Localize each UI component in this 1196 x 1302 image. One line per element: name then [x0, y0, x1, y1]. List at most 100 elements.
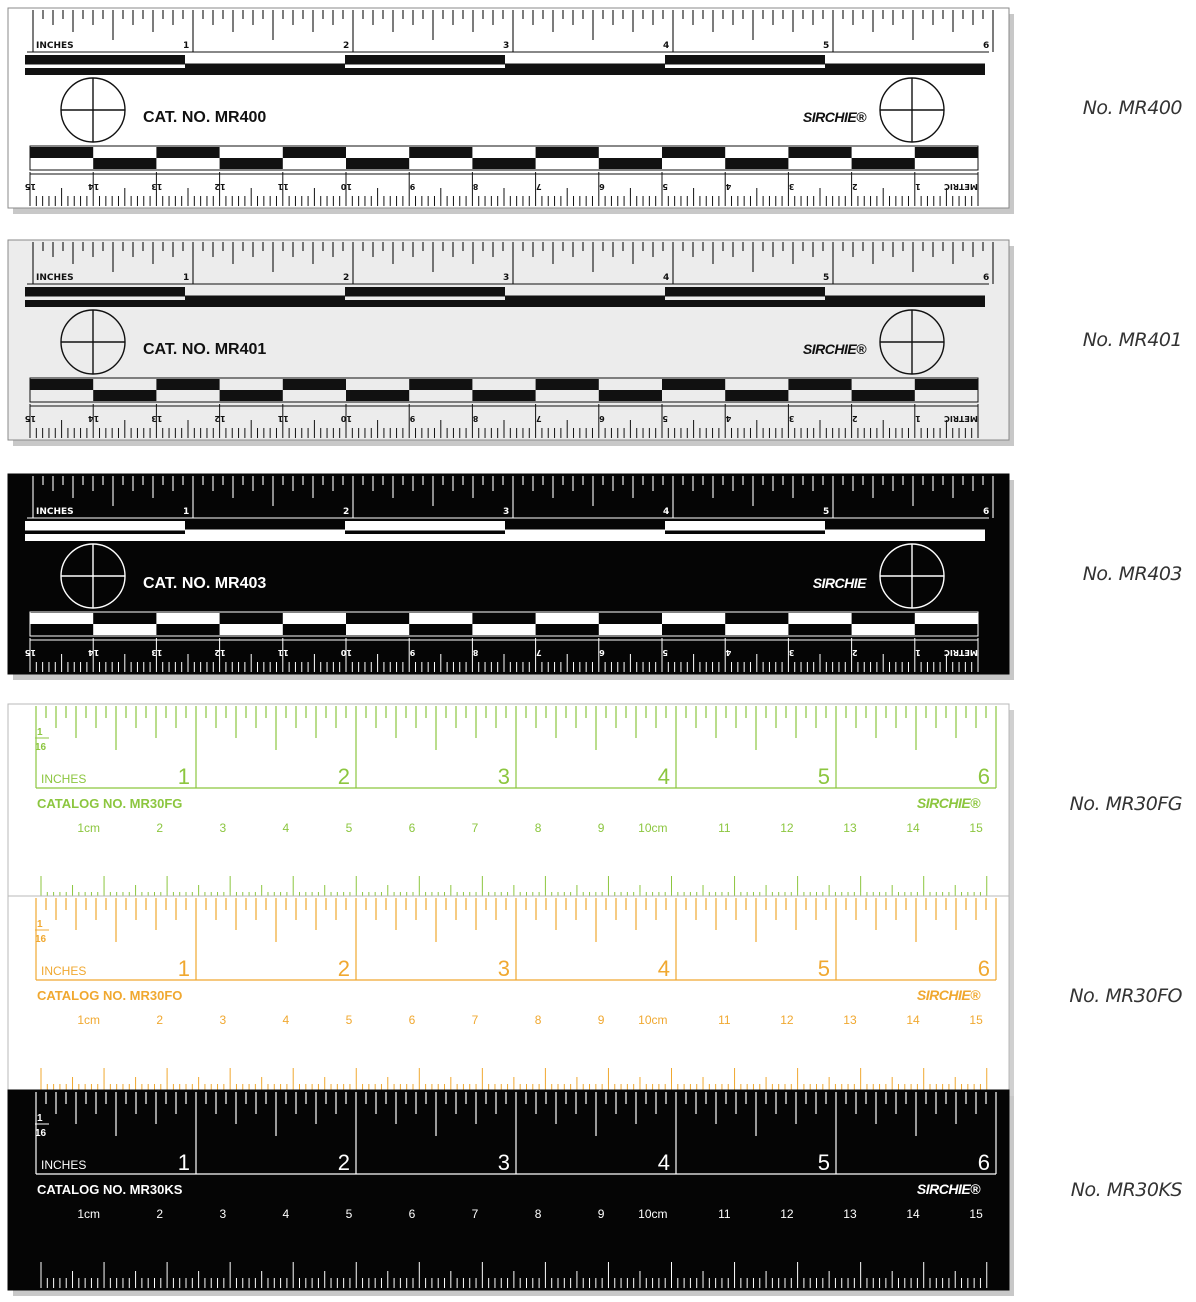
metric-band-segment	[93, 158, 157, 169]
metric-number: 6	[599, 182, 605, 191]
metric-number: 6	[599, 414, 605, 423]
metric-band-segment	[535, 147, 599, 158]
inch-number: 2	[343, 273, 349, 283]
model-label: No. MR400	[1082, 97, 1183, 119]
fraction-denominator: 16	[35, 742, 47, 753]
inch-band-segment	[665, 287, 825, 296]
inch-band-segment	[665, 55, 825, 64]
inch-number: 3	[503, 507, 509, 517]
model-label: No. MR30FG	[1069, 793, 1183, 815]
cm-number: 15	[969, 1013, 983, 1027]
metric-number: 13	[151, 648, 162, 657]
metric-number: 2	[852, 414, 858, 423]
metric-number: 3	[789, 182, 795, 191]
inch-number: 5	[823, 41, 829, 51]
metric-number: 7	[536, 414, 542, 423]
cm-number: 4	[283, 821, 290, 835]
cm-number: 6	[409, 821, 416, 835]
inch-number: 6	[983, 507, 989, 517]
brand-logo: SIRCHIE	[813, 575, 867, 591]
metric-band-segment	[346, 624, 410, 635]
inches-label: INCHES	[41, 1158, 86, 1172]
inch-number: 1	[178, 956, 190, 981]
inch-number: 5	[823, 507, 829, 517]
fraction-denominator: 16	[35, 1128, 47, 1139]
cm-number: 6	[409, 1207, 416, 1221]
metric-band-segment	[851, 158, 915, 169]
cm-number: 10cm	[638, 1207, 667, 1221]
cm-number: 13	[843, 1013, 857, 1027]
metric-number: 10	[340, 182, 352, 191]
metric-band-segment	[30, 379, 94, 390]
inch-band-segment	[345, 521, 505, 530]
inch-number: 3	[498, 1150, 510, 1175]
cm-number: 8	[535, 821, 542, 835]
ruler-face	[7, 703, 1010, 905]
metric-band-segment	[346, 390, 410, 401]
inch-number: 6	[983, 41, 989, 51]
cm-number: 2	[156, 1013, 163, 1027]
inch-number: 2	[338, 1150, 350, 1175]
inch-ticks	[35, 898, 997, 980]
inch-band-segment	[25, 521, 185, 530]
metric-band-segment	[662, 379, 726, 390]
inch-number: 4	[658, 1150, 670, 1175]
cm-number: 12	[780, 1207, 794, 1221]
fraction-numerator: 1	[37, 727, 43, 738]
catalog-code: MR401	[215, 341, 267, 358]
fraction-numerator: 1	[37, 919, 43, 930]
inch-number: 2	[343, 507, 349, 517]
metric-number: 1	[915, 648, 921, 657]
catalog-number: CATALOG NO. MR30FO	[37, 988, 182, 1003]
cm-number: 7	[472, 821, 479, 835]
inch-ticks	[35, 1092, 997, 1174]
cm-number: 1cm	[77, 1013, 100, 1027]
inch-number: 1	[178, 1150, 190, 1175]
inch-band-bottom	[25, 68, 985, 75]
inch-number: 3	[503, 41, 509, 51]
metric-band-segment	[472, 158, 536, 169]
cm-number: 5	[346, 1013, 353, 1027]
cm-number: 2	[156, 821, 163, 835]
cm-number: 10cm	[638, 1013, 667, 1027]
ruler-face	[7, 473, 1010, 675]
cm-number: 8	[535, 1013, 542, 1027]
metric-ticks	[29, 638, 979, 672]
inch-band-bottom	[25, 534, 985, 541]
inches-label: INCHES	[36, 273, 74, 283]
product-row-mr30fg: 1 16 INCHES 1 2 3 4 5 6 CATALOG NO. MR30FG SIRCHIE…	[0, 703, 1196, 910]
inch-number: 5	[818, 764, 830, 789]
metric-band-segment	[346, 158, 410, 169]
metric-number: 7	[536, 182, 542, 191]
model-label: No. MR30KS	[1070, 1179, 1183, 1201]
cm-number: 12	[780, 821, 794, 835]
cm-number: 9	[598, 1207, 605, 1221]
metric-band-segment	[219, 158, 283, 169]
inch-number: 6	[978, 956, 990, 981]
cm-number: 10cm	[638, 821, 667, 835]
cm-number: 14	[906, 1013, 920, 1027]
cm-number: 13	[843, 1207, 857, 1221]
metric-band-segment	[282, 613, 346, 624]
inches-label: INCHES	[41, 964, 86, 978]
inch-band-gap	[825, 287, 985, 296]
metric-band-segment	[725, 390, 789, 401]
inch-band-segment	[25, 287, 185, 296]
inch-number: 4	[658, 956, 670, 981]
metric-band-segment	[156, 147, 220, 158]
metric-number: 5	[662, 182, 668, 191]
metric-number: 10	[340, 648, 352, 657]
metric-band-segment	[472, 390, 536, 401]
inch-band-gap	[185, 521, 345, 530]
product-row-mr30ks: 1 16 INCHES 1 2 3 4 5 6 CATALOG NO. MR30KS SIRCHIE…	[0, 1089, 1196, 1296]
catalog-number: CAT. NO. MR403	[143, 575, 266, 592]
inch-band-gap	[825, 55, 985, 64]
metric-band-segment	[219, 390, 283, 401]
metric-number: 5	[662, 414, 668, 423]
metric-number: 8	[472, 182, 478, 191]
cm-number: 6	[409, 1013, 416, 1027]
inch-band-gap	[825, 521, 985, 530]
metric-band-segment	[282, 379, 346, 390]
